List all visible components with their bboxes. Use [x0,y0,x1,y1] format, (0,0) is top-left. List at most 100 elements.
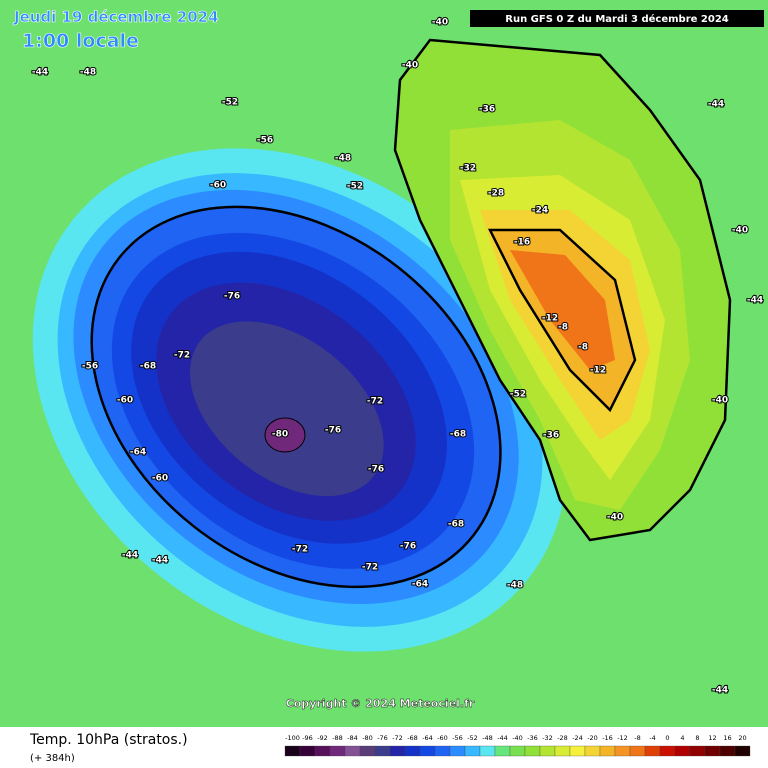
contour-label: -56 [82,362,98,372]
scale-swatch [419,745,436,757]
contour-label: -80 [272,430,288,440]
scale-swatch [434,745,451,757]
scale-swatch [314,745,331,757]
contour-label: -52 [222,98,238,108]
contour-label: -64 [130,448,146,458]
scale-swatch [569,745,586,757]
contour-label: -8 [578,343,588,353]
scale-label: -24 [572,734,583,742]
contour-label: -76 [400,542,416,552]
contour-label: -16 [514,238,530,248]
contour-label: -40 [432,18,448,28]
scale-label: -28 [557,734,568,742]
scale-label: -36 [527,734,538,742]
contour-label: -68 [450,430,466,440]
scale-swatch [554,745,571,757]
contour-label: -44 [122,551,138,561]
color-scale: -100 -96 -92 -88 -84 -80 -76 -72 -68 -64 -60 -56 -52… [284,734,751,757]
scale-label: 12 [708,734,716,742]
contour-label: -40 [732,226,748,236]
scale-label: -44 [497,734,508,742]
footer-title: Temp. 10hPa (stratos.) [29,732,188,748]
scale-label: -92 [317,734,328,742]
contour-label: -48 [80,68,96,78]
contour-label: -44 [708,100,724,110]
copyright: Copyright © 2024 Meteociel.fr [286,697,475,710]
warm-region [393,38,732,542]
scale-swatch [659,745,676,757]
scale-label: -12 [617,734,628,742]
scale-swatch [644,745,661,757]
scale-swatch [674,745,691,757]
scale-label: -80 [362,734,373,742]
scale-swatch [719,745,736,757]
footer: Temp. 10hPa (stratos.) (+ 384h) -100 -96-… [29,732,751,764]
contour-label: -36 [543,431,559,441]
scale-swatch [464,745,481,757]
contour-label: -68 [448,520,464,530]
contour-label: -44 [152,556,168,566]
scale-label: -20 [587,734,598,742]
scale-swatch [329,745,346,757]
scale-label: -4 [649,734,655,742]
contour-label: -28 [488,189,504,199]
contour-label: -76 [224,292,240,302]
scale-swatch [494,745,511,757]
scale-label: -68 [407,734,418,742]
contour-label: -64 [412,580,428,590]
contour-label: -40 [712,396,728,406]
date-text: Jeudi 19 décembre 2024 [13,8,219,26]
contour-label: -8 [558,323,568,333]
scale-label: 4 [680,734,684,742]
contour-label: -72 [362,563,378,573]
contour-label: -44 [747,296,763,306]
scale-swatch [359,745,376,757]
scale-swatch [599,745,616,757]
contour-label: -12 [542,314,558,324]
scale-label: -32 [542,734,553,742]
scale-swatch [344,745,361,757]
scale-swatch [734,745,751,757]
contour-label: -24 [532,206,548,216]
contour-label: -76 [325,426,341,436]
scale-label: -88 [332,734,343,742]
scale-label: -56 [452,734,463,742]
scale-label: -100 [285,734,300,742]
scale-swatch [584,745,601,757]
scale-label: 8 [695,734,699,742]
scale-label: -96 [302,734,313,742]
contour-label: -72 [292,545,308,555]
contour-label: -32 [460,164,476,174]
footer-lead: (+ 384h) [30,753,75,764]
scale-swatch [479,745,496,757]
scale-swatch [509,745,526,757]
cold-core [264,417,306,453]
scale-label: -76 [377,734,388,742]
scale-label: 20 [738,734,746,742]
contour-label: -40 [402,61,418,71]
scale-swatch [704,745,721,757]
scale-swatch [389,745,406,757]
scale-swatch [374,745,391,757]
scale-label: -8 [634,734,640,742]
scale-label: -52 [467,734,478,742]
contour-label: -52 [347,182,363,192]
scale-swatch [629,745,646,757]
scale-swatch [539,745,556,757]
time-text: 1:00 locale [22,30,139,52]
scale-label: -84 [347,734,358,742]
contour-label: -56 [257,136,273,146]
contour-label: -40 [607,513,623,523]
scale-swatch [689,745,706,757]
contour-label: -48 [507,581,523,591]
scale-swatch [404,745,421,757]
scale-label: -60 [437,734,448,742]
scale-swatch [284,745,301,757]
contour-label: -12 [590,366,606,376]
run-banner [470,10,764,27]
scale-label: 0 [665,734,669,742]
cold-vortex [32,148,568,652]
contour-label: -60 [210,181,226,191]
scale-label: -16 [602,734,613,742]
